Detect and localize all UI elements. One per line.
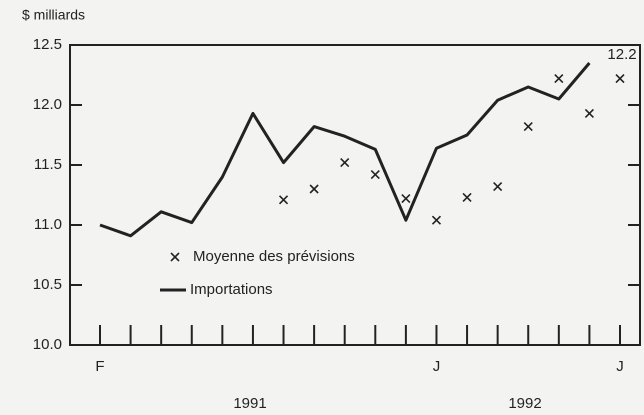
x-tick-label: J (433, 358, 441, 375)
scatter-point (340, 158, 350, 168)
scatter-point (462, 192, 472, 202)
scatter-point (523, 122, 533, 132)
scatter-point (584, 108, 594, 118)
y-tick-label: 12.5 (33, 36, 62, 53)
plot-frame (69, 44, 641, 346)
y-tick-label: 11.5 (34, 156, 62, 173)
scatter-point (615, 74, 625, 84)
scatter-point (493, 182, 503, 192)
scatter-point (554, 74, 564, 84)
scatter-point (401, 194, 411, 204)
scatter-point (278, 195, 289, 205)
x-tick-label: F (95, 358, 104, 375)
y-tick-label: 12.0 (33, 96, 62, 113)
y-tick-label: 10.5 (33, 276, 62, 293)
y-tick-label: 10.0 (33, 336, 62, 353)
y-tick-label: 11.0 (34, 216, 62, 233)
year-label: 1992 (508, 395, 541, 412)
scatter-point (431, 215, 442, 225)
legend-marker (170, 252, 180, 262)
x-tick-label: J (616, 358, 624, 375)
legend-label: Moyenne des prévisions (193, 248, 355, 265)
year-label: 1991 (233, 395, 266, 412)
scatter-point (370, 170, 380, 180)
end-label: 12.2 (607, 46, 636, 63)
scatter-point (309, 184, 319, 194)
y-axis-label: $ milliards (22, 7, 85, 23)
legend-label: Importations (190, 281, 273, 298)
line-series (99, 62, 591, 238)
